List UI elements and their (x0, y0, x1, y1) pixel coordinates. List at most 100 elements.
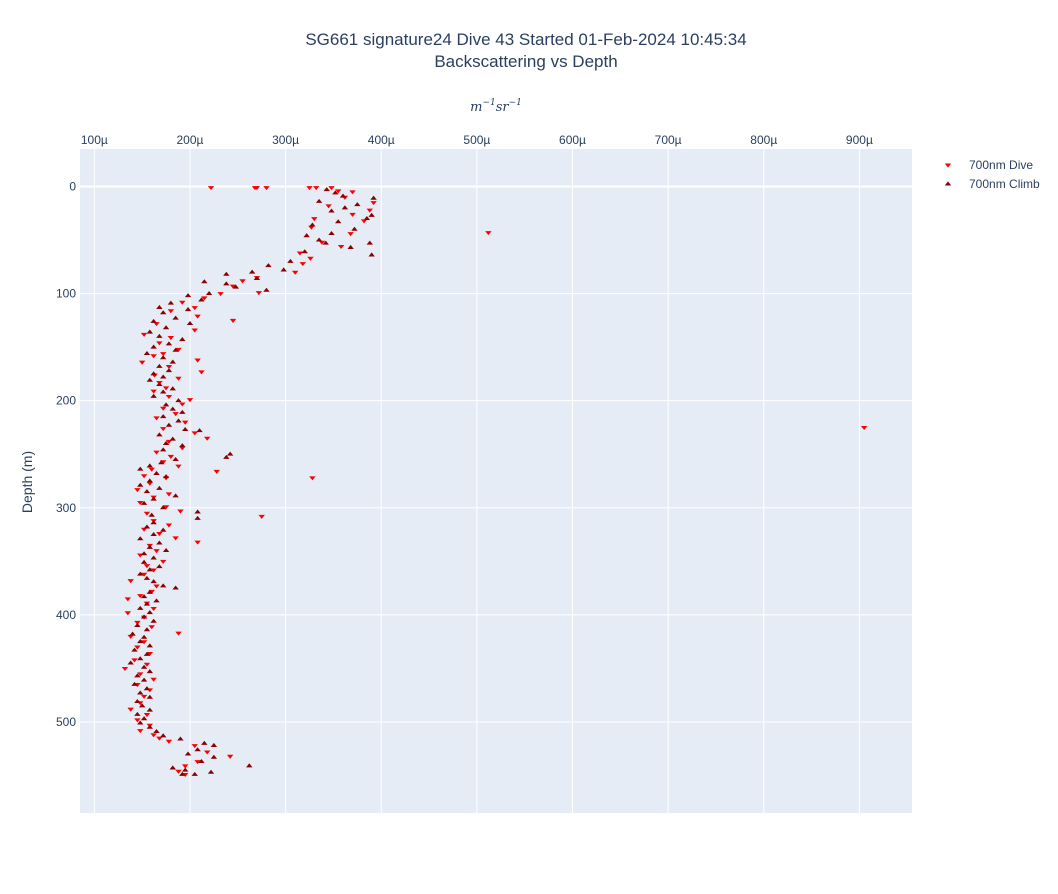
climb-point[interactable] (160, 505, 167, 510)
dive-point[interactable] (207, 186, 215, 191)
climb-point[interactable] (162, 548, 170, 553)
climb-point[interactable] (160, 414, 167, 419)
climb-point[interactable] (167, 300, 175, 305)
climb-point[interactable] (246, 763, 253, 768)
climb-point[interactable] (137, 656, 144, 661)
climb-point[interactable] (143, 601, 151, 606)
climb-point[interactable] (160, 310, 167, 315)
climb-point[interactable] (129, 631, 136, 636)
dive-point[interactable] (175, 769, 182, 774)
dive-point[interactable] (349, 190, 356, 195)
climb-point[interactable] (194, 509, 201, 514)
climb-point[interactable] (351, 226, 358, 231)
climb-point[interactable] (150, 496, 157, 501)
dive-point[interactable] (137, 594, 144, 599)
dive-point[interactable] (186, 398, 194, 403)
climb-point[interactable] (143, 524, 151, 529)
dive-point[interactable] (162, 505, 170, 510)
dive-point[interactable] (194, 358, 201, 363)
climb-point[interactable] (134, 711, 141, 716)
climb-point[interactable] (169, 359, 176, 364)
climb-point[interactable] (162, 402, 170, 407)
dive-point[interactable] (167, 454, 175, 459)
dive-point[interactable] (134, 620, 141, 625)
climb-point[interactable] (140, 716, 148, 721)
climb-point[interactable] (146, 329, 154, 334)
dive-point[interactable] (485, 231, 492, 236)
climb-point[interactable] (146, 567, 154, 572)
climb-point[interactable] (137, 571, 144, 576)
dive-point[interactable] (313, 186, 320, 191)
climb-point[interactable] (137, 605, 144, 610)
climb-point[interactable] (226, 451, 234, 456)
climb-point[interactable] (143, 489, 151, 494)
climb-point[interactable] (150, 579, 157, 584)
dive-point[interactable] (181, 764, 189, 769)
climb-point[interactable] (158, 460, 165, 465)
climb-point[interactable] (179, 409, 186, 414)
climb-point[interactable] (370, 195, 377, 200)
climb-point[interactable] (160, 355, 167, 360)
climb-point[interactable] (184, 307, 192, 312)
climb-point[interactable] (172, 347, 179, 352)
climb-point[interactable] (156, 363, 163, 368)
climb-point[interactable] (328, 231, 335, 236)
dive-point[interactable] (311, 217, 318, 222)
dive-point[interactable] (153, 584, 160, 589)
climb-point[interactable] (301, 249, 308, 254)
climb-point[interactable] (146, 610, 154, 615)
climb-point[interactable] (354, 202, 361, 207)
climb-point[interactable] (150, 618, 157, 623)
climb-point[interactable] (160, 389, 167, 394)
climb-point[interactable] (181, 767, 189, 772)
climb-point[interactable] (146, 463, 154, 468)
dive-point[interactable] (140, 332, 148, 337)
climb-point[interactable] (198, 297, 205, 302)
climb-point[interactable] (194, 747, 201, 752)
dive-point[interactable] (165, 364, 173, 369)
dive-point[interactable] (124, 597, 132, 602)
climb-point[interactable] (265, 263, 272, 268)
dive-point[interactable] (156, 532, 163, 537)
climb-point[interactable] (156, 304, 163, 309)
dive-point[interactable] (140, 572, 148, 577)
dive-point[interactable] (299, 262, 307, 267)
dive-point[interactable] (172, 412, 179, 417)
climb-point[interactable] (194, 515, 201, 520)
climb-point[interactable] (150, 531, 157, 536)
dive-point[interactable] (134, 718, 141, 723)
dive-point[interactable] (160, 352, 167, 357)
dive-point[interactable] (201, 296, 208, 301)
dive-point[interactable] (148, 625, 155, 630)
dive-point[interactable] (370, 201, 377, 206)
dive-point[interactable] (127, 634, 134, 639)
climb-point[interactable] (153, 729, 160, 734)
climb-point[interactable] (153, 598, 160, 603)
climb-point[interactable] (165, 422, 173, 427)
climb-point[interactable] (160, 374, 167, 379)
climb-point[interactable] (137, 639, 144, 644)
dive-point[interactable] (181, 420, 189, 425)
legend-item[interactable]: 700nm Dive (944, 158, 1034, 172)
climb-point[interactable] (210, 754, 218, 759)
climb-point[interactable] (137, 690, 144, 695)
dive-point[interactable] (191, 306, 198, 311)
climb-point[interactable] (140, 559, 148, 564)
dive-point[interactable] (229, 284, 237, 289)
dive-point[interactable] (143, 564, 151, 569)
climb-point[interactable] (175, 398, 182, 403)
dive-point[interactable] (137, 672, 144, 677)
dive-point[interactable] (153, 450, 160, 455)
climb-point[interactable] (323, 187, 330, 192)
dive-point[interactable] (296, 251, 304, 256)
dive-point[interactable] (307, 256, 314, 261)
climb-point[interactable] (140, 664, 148, 669)
climb-point[interactable] (179, 771, 186, 776)
dive-point[interactable] (308, 225, 315, 230)
climb-point[interactable] (143, 575, 151, 580)
dive-point[interactable] (366, 208, 373, 213)
climb-point[interactable] (146, 544, 154, 549)
dive-point[interactable] (263, 186, 270, 191)
climb-point[interactable] (156, 564, 163, 569)
climb-point[interactable] (196, 428, 203, 433)
